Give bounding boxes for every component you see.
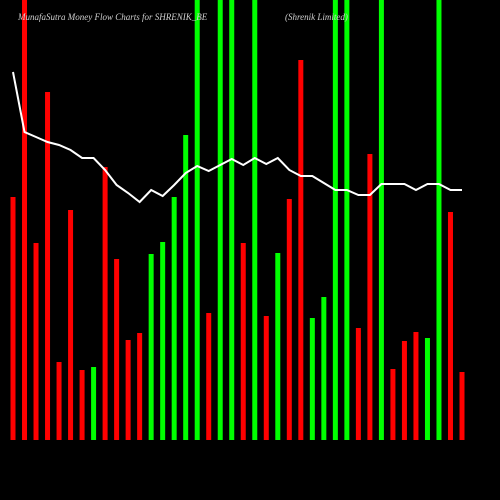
bar <box>125 340 131 440</box>
bar <box>355 328 361 440</box>
bar <box>401 341 407 440</box>
bar <box>22 0 28 440</box>
bar <box>91 367 97 440</box>
bar <box>332 0 338 440</box>
bar <box>447 212 453 440</box>
bar <box>217 0 223 440</box>
bar <box>160 242 166 440</box>
bar <box>137 333 143 440</box>
bar <box>390 369 396 440</box>
bar <box>263 316 269 440</box>
bar <box>459 372 465 440</box>
line <box>12 71 462 204</box>
bar <box>114 259 120 440</box>
bar <box>424 338 430 440</box>
bar <box>298 60 304 440</box>
bar <box>229 0 235 440</box>
bar <box>436 0 442 440</box>
bar <box>10 197 16 440</box>
bar <box>309 318 315 440</box>
bar <box>378 0 384 440</box>
bar <box>56 362 62 440</box>
bar <box>240 243 246 440</box>
bar <box>33 243 39 440</box>
bar <box>102 167 108 440</box>
bar <box>275 253 281 440</box>
bar <box>367 154 373 440</box>
bar <box>206 313 212 440</box>
bar <box>413 332 419 440</box>
bar <box>68 210 74 440</box>
bar <box>148 254 154 440</box>
bar <box>344 0 350 440</box>
bar <box>321 297 327 440</box>
chart-subtitle: (Shrenik Limited) <box>285 12 348 22</box>
bar <box>79 370 85 440</box>
bar <box>194 0 200 440</box>
chart-title: MunafaSutra Money Flow Charts for SHRENI… <box>17 12 208 22</box>
bar <box>252 0 258 440</box>
bar <box>286 199 292 440</box>
bar <box>45 92 51 440</box>
bar <box>171 197 177 440</box>
bar <box>183 135 189 440</box>
